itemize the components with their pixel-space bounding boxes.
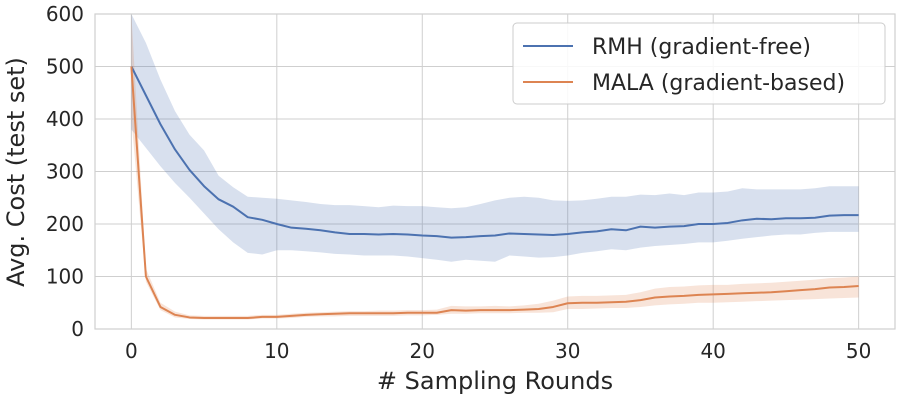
series-0-line xyxy=(130,66,859,239)
series-0-band xyxy=(131,14,859,262)
x-tick-label: 40 xyxy=(700,339,725,363)
confidence-bands xyxy=(131,14,859,320)
x-tick-label: 20 xyxy=(410,339,435,363)
y-tick-label: 300 xyxy=(46,160,84,184)
y-tick-label: 200 xyxy=(46,212,84,236)
y-tick-label: 600 xyxy=(46,2,84,26)
x-tick-label: 10 xyxy=(264,339,289,363)
legend: RMH (gradient-free) MALA (gradient-based) xyxy=(512,22,886,105)
x-tick-label: 50 xyxy=(846,339,871,363)
legend-label: MALA (gradient-based) xyxy=(592,71,845,96)
y-tick-label: 500 xyxy=(46,55,84,79)
y-tick-label: 400 xyxy=(46,107,84,131)
y-tick-label: 0 xyxy=(71,317,84,341)
series-lines xyxy=(130,66,859,319)
y-tick-labels: 0 100 200 300 400 500 600 xyxy=(46,2,84,341)
x-tick-labels: 0 10 20 30 40 50 xyxy=(125,339,871,363)
legend-box xyxy=(512,22,886,105)
plot-frame xyxy=(94,13,896,330)
y-tick-label: 100 xyxy=(46,265,84,289)
series-1-line xyxy=(130,66,859,319)
x-tick-label: 0 xyxy=(125,339,138,363)
y-axis-label: Avg. Cost (test set) xyxy=(2,57,30,287)
series-1-band xyxy=(131,14,859,320)
x-tick-label: 30 xyxy=(555,339,580,363)
legend-label: RMH (gradient-free) xyxy=(592,35,811,60)
x-axis-label: # Sampling Rounds xyxy=(377,367,613,395)
